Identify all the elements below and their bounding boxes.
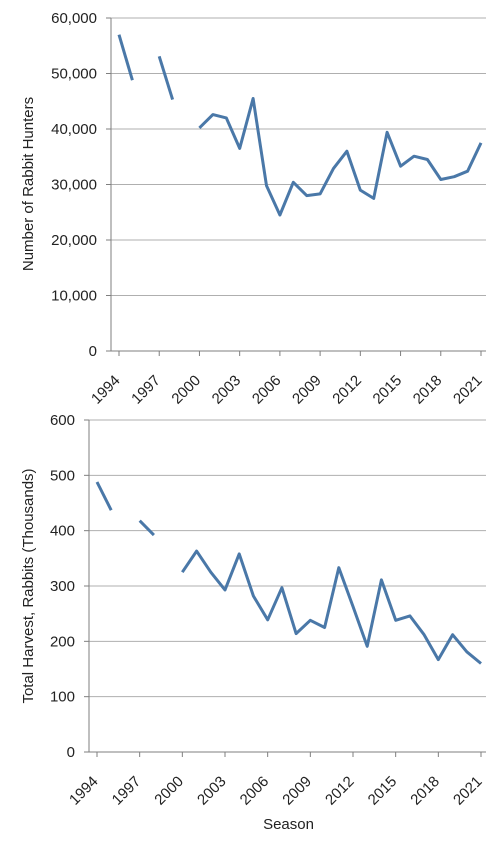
x-tick-label: 2003 [194,773,230,809]
y-axis-title: Total Harvest, Rabbits (Thousands) [20,468,37,703]
x-axis-title: Season [263,816,314,833]
x-tick-label: 2012 [322,773,358,809]
y-tick-label: 100 [50,689,75,706]
x-tick-label: 1997 [109,773,145,809]
series-line [157,55,175,101]
series-line [117,34,134,81]
y-tick-label: 20,000 [51,232,97,249]
y-axis-title: Number of Rabbit Hunters [20,97,37,271]
x-tick-label: 2015 [365,773,401,809]
x-tick-label: 2000 [151,773,187,809]
x-tick-label: 2015 [370,372,406,408]
y-tick-label: 30,000 [51,177,97,194]
y-tick-label: 300 [50,578,75,595]
y-tick-label: 500 [50,467,75,484]
y-tick-label: 60,000 [51,10,97,27]
x-tick-label: 2000 [168,372,204,408]
x-tick-label: 2003 [209,372,245,408]
y-tick-label: 0 [89,343,97,360]
x-tick-label: 1994 [88,372,124,408]
y-tick-label: 10,000 [51,288,97,305]
series-line [198,97,483,217]
series-line [138,519,155,537]
x-tick-label: 2009 [289,372,325,408]
x-tick-label: 2006 [237,773,273,809]
x-tick-label: 2021 [450,372,486,408]
y-tick-label: 40,000 [51,121,97,138]
x-tick-label: 2012 [329,372,365,408]
y-tick-label: 200 [50,633,75,650]
series-line [95,481,113,511]
x-tick-label: 2021 [450,773,486,809]
x-tick-label: 2006 [249,372,285,408]
y-tick-label: 0 [67,744,75,761]
x-tick-label: 1997 [128,372,164,408]
x-tick-label: 1994 [66,773,102,809]
x-tick-label: 2018 [410,372,446,408]
y-tick-label: 50,000 [51,66,97,83]
y-tick-label: 400 [50,523,75,540]
rabbit-hunters-chart: 0 10,000 20,000 30,000 40,000 50,000 60,000 199… [20,10,486,408]
x-tick-label: 2018 [407,773,443,809]
y-tick-label: 600 [50,412,75,429]
x-tick-label: 2009 [279,773,315,809]
series-line [181,549,482,665]
